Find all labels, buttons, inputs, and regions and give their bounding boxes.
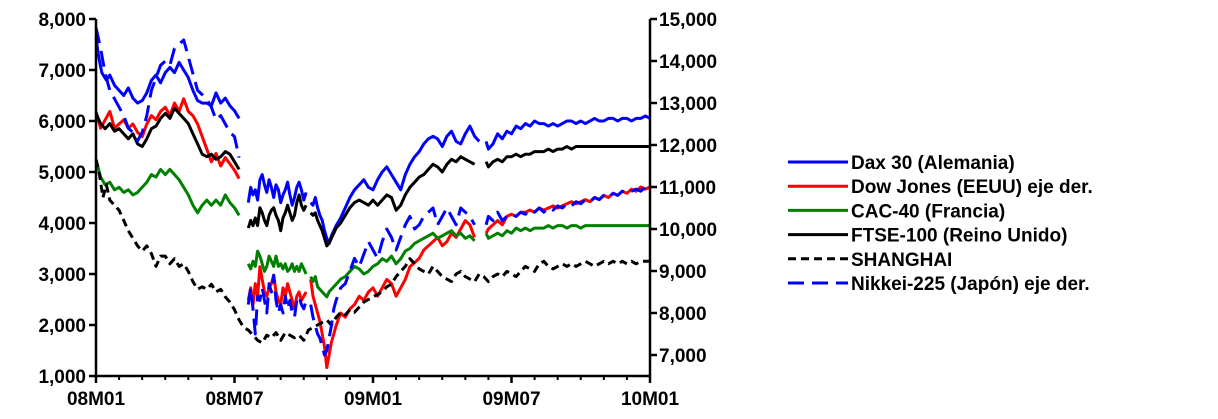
left-axis-ticks: 1,000 2,000 3,000 4,000 5,000 6,000 7,000 8,000 — [38, 10, 96, 388]
right-tick-label: 13,000 — [659, 94, 717, 115]
left-tick-label: 2,000 — [38, 316, 86, 337]
legend-label: FTSE-100 (Reino Unido) — [851, 226, 1067, 247]
series-line-3 — [94, 106, 650, 248]
legend-label: CAC-40 (Francia) — [851, 201, 1005, 222]
left-tick-label: 6,000 — [38, 112, 86, 133]
series-line-4 — [94, 158, 650, 345]
series-line-0 — [94, 36, 651, 245]
plot-lines — [94, 27, 651, 370]
series-line-2 — [94, 158, 650, 299]
series-line-5 — [94, 27, 650, 357]
series-line-1 — [94, 97, 651, 370]
right-tick-label: 14,000 — [659, 52, 717, 73]
left-tick-label: 8,000 — [38, 10, 86, 31]
x-tick-label: 09M07 — [482, 389, 540, 410]
right-tick-label: 10,000 — [659, 220, 717, 241]
legend-label: Dow Jones (EEUU) eje der. — [851, 177, 1093, 198]
left-tick-label: 1,000 — [38, 367, 86, 388]
x-tick-label: 08M07 — [205, 389, 263, 410]
x-tick-label: 10M01 — [621, 389, 680, 410]
left-tick-label: 5,000 — [38, 163, 86, 184]
right-tick-label: 11,000 — [659, 178, 716, 199]
right-tick-label: 7,000 — [659, 346, 707, 367]
right-tick-label: 15,000 — [659, 10, 717, 31]
legend-label: SHANGHAI — [851, 250, 952, 271]
legend: Dax 30 (Alemania) Dow Jones (EEUU) eje de… — [788, 153, 1093, 295]
right-axis-ticks: 7,000 8,000 9,000 10,000 11,000 12,000 13,000 1… — [650, 10, 717, 367]
left-tick-label: 4,000 — [38, 214, 86, 235]
legend-label: Nikkei-225 (Japón) eje der. — [851, 274, 1090, 295]
left-tick-label: 7,000 — [38, 61, 86, 82]
x-tick-label: 08M01 — [67, 389, 126, 410]
right-tick-label: 12,000 — [659, 136, 717, 157]
legend-label: Dax 30 (Alemania) — [851, 153, 1015, 174]
right-tick-label: 8,000 — [659, 304, 707, 325]
left-tick-label: 3,000 — [38, 265, 86, 286]
right-tick-label: 9,000 — [659, 262, 707, 283]
x-axis-ticks: 08M01 08M07 09M01 09M07 10M01 — [67, 376, 680, 410]
x-tick-label: 09M01 — [344, 389, 403, 410]
